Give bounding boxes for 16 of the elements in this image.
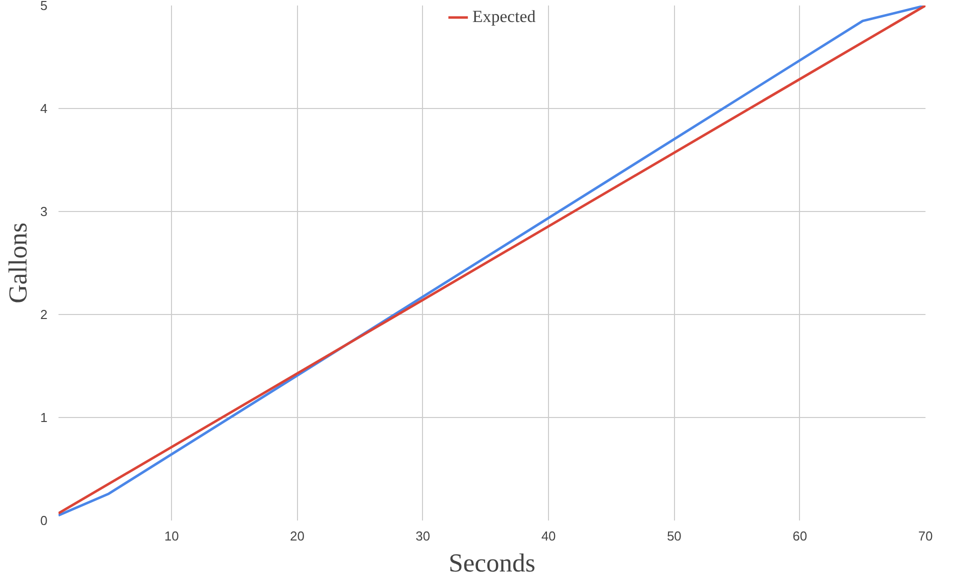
y-tick-label: 1 [40, 410, 48, 425]
x-tick-label: 10 [164, 528, 179, 544]
x-tick-label: 70 [918, 528, 933, 544]
x-tick-label: 40 [541, 528, 556, 544]
x-tick-label: 20 [290, 528, 304, 544]
x-tick-label: 30 [416, 528, 430, 544]
x-tick-label: 50 [666, 528, 682, 544]
x-tick-label: 60 [792, 528, 808, 544]
y-axis-title: Gallons [3, 222, 32, 304]
y-tick-label: 2 [40, 307, 48, 322]
y-tick-label: 4 [40, 101, 48, 116]
y-tick-label: 5 [40, 0, 48, 13]
x-axis-title: Seconds [448, 548, 536, 578]
y-tick-label: 3 [40, 204, 48, 219]
y-tick-label: 0 [40, 513, 48, 528]
legend-label: Expected [472, 7, 536, 27]
